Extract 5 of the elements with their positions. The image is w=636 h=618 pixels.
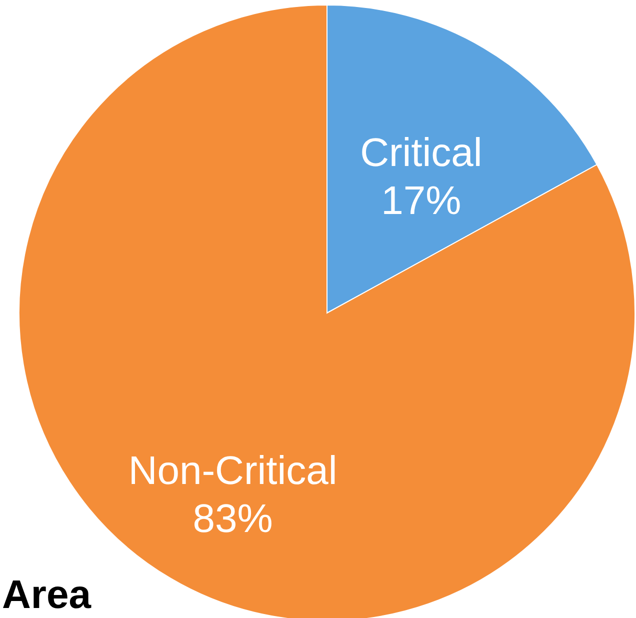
- data-label: 17%: [381, 178, 462, 223]
- text: Area: [2, 573, 92, 617]
- data-label: 83%: [192, 497, 273, 542]
- slice-label: Non-Critical: [128, 449, 338, 494]
- slice-label: Critical: [360, 130, 482, 175]
